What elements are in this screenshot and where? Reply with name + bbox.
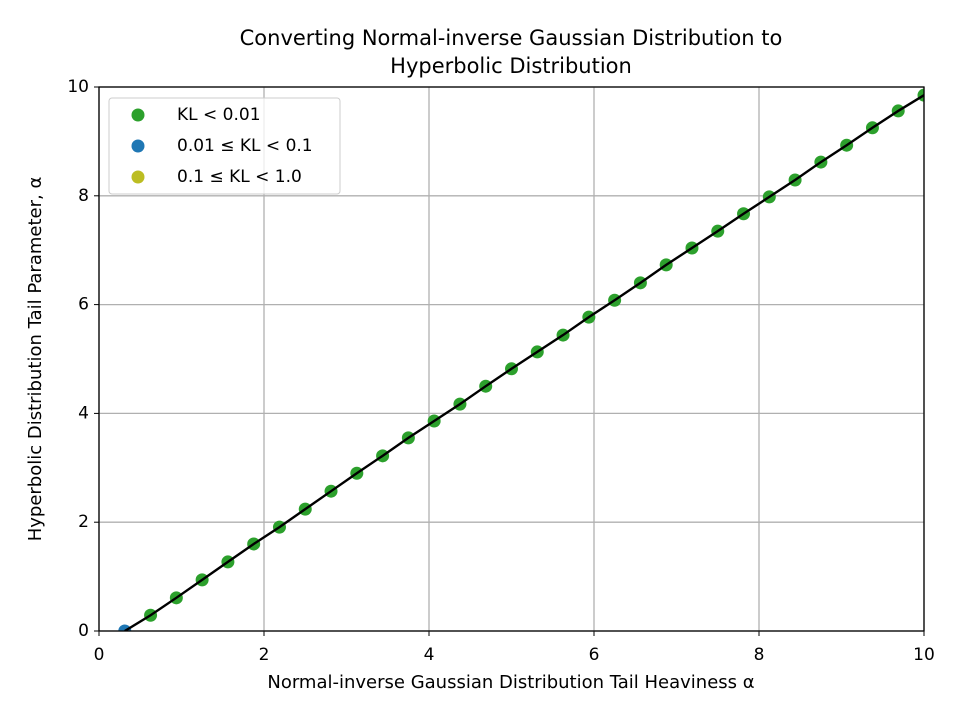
legend-box bbox=[108, 97, 341, 195]
legend-label: KL < 0.01 bbox=[177, 105, 261, 125]
x-tick-label: 4 bbox=[424, 645, 435, 665]
plot-frame bbox=[98, 86, 925, 632]
chart-title: Converting Normal-inverse Gaussian Distr… bbox=[240, 26, 783, 50]
fit-line bbox=[124, 94, 924, 631]
y-tick-label: 10 bbox=[67, 77, 89, 97]
x-axis-label: Normal-inverse Gaussian Distribution Tai… bbox=[267, 672, 754, 693]
y-tick-label: 2 bbox=[78, 512, 89, 532]
x-tick-label: 8 bbox=[754, 645, 765, 665]
legend-marker bbox=[131, 170, 145, 184]
y-tick-label: 4 bbox=[78, 403, 89, 423]
y-tick-label: 0 bbox=[78, 621, 89, 641]
legend-label: 0.01 ≤ KL < 0.1 bbox=[177, 136, 313, 156]
legend-marker bbox=[131, 108, 145, 122]
y-axis-label: Hyperbolic Distribution Tail Parameter, … bbox=[25, 177, 46, 542]
y-tick-label: 6 bbox=[78, 295, 89, 315]
x-tick-label: 10 bbox=[913, 645, 935, 665]
y-tick-label: 8 bbox=[78, 186, 89, 206]
legend-marker bbox=[131, 139, 145, 153]
legend-label: 0.1 ≤ KL < 1.0 bbox=[177, 167, 302, 187]
x-tick-label: 0 bbox=[94, 645, 105, 665]
x-tick-label: 6 bbox=[589, 645, 600, 665]
chart-title: Hyperbolic Distribution bbox=[390, 54, 632, 78]
x-tick-label: 2 bbox=[259, 645, 270, 665]
